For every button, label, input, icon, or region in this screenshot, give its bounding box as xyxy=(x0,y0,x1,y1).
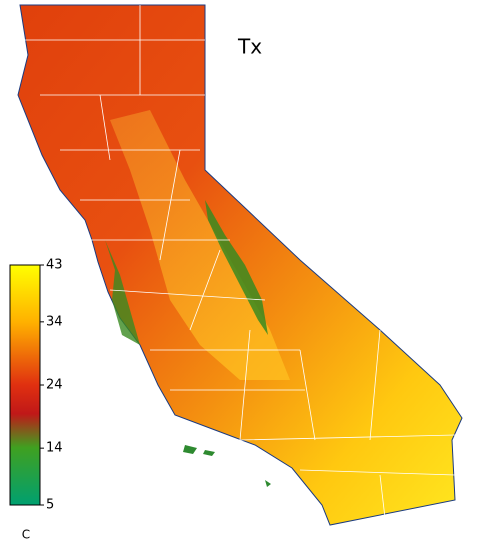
map-title: Tx xyxy=(237,35,262,59)
california xyxy=(17,4,463,526)
colorbar-tick-label: 5 xyxy=(46,498,54,513)
colorbar-tick-label: 14 xyxy=(46,441,63,456)
colorbar-tick-label: 24 xyxy=(46,378,63,393)
colorbar-tick-label: 43 xyxy=(46,258,63,273)
colorbar xyxy=(9,264,41,506)
colorbar-unit: C xyxy=(22,528,30,542)
colorbar-tick-label: 34 xyxy=(46,314,63,329)
